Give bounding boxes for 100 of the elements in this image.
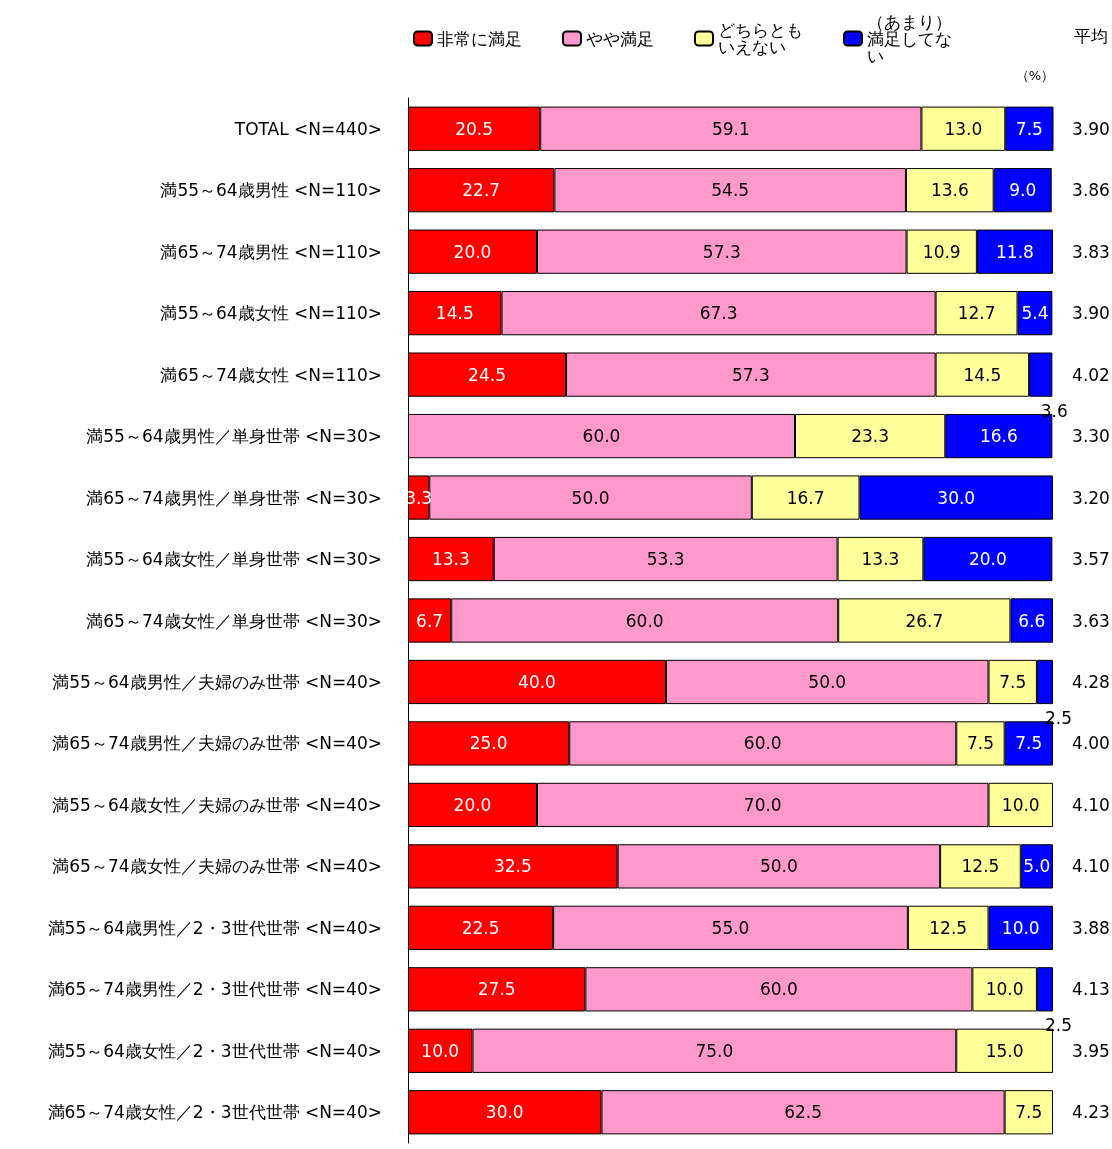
data-label: 26.7 — [905, 610, 944, 631]
data-label: 50.0 — [759, 856, 798, 877]
data-label: 7.5 — [966, 733, 994, 754]
data-label: 20.0 — [453, 241, 492, 262]
data-label: 10.9 — [922, 241, 961, 262]
data-label: 20.5 — [455, 118, 494, 139]
y-tick-label: 満65～74歳男性／単身世帯 <N=30> — [86, 487, 382, 508]
data-label: 3.6 — [1040, 400, 1068, 421]
legend-label: どちらともいえない — [718, 20, 803, 57]
data-label: 55.0 — [711, 917, 750, 938]
data-label: 7.5 — [1015, 1102, 1043, 1123]
data-label: 54.5 — [711, 180, 750, 201]
data-label: 60.0 — [582, 426, 621, 447]
data-label: 22.7 — [462, 180, 501, 201]
y-tick-label: 満65～74歳女性／単身世帯 <N=30> — [86, 610, 382, 631]
y-tick-label: 満55～64歳男性／2・3世代世帯 <N=40> — [47, 917, 382, 938]
data-label: 6.6 — [1018, 610, 1046, 631]
y-tick-label: 満55～64歳男性／夫婦のみ世帯 <N=40> — [52, 671, 382, 692]
text: 3.86 — [1072, 180, 1110, 201]
text: 3.30 — [1072, 426, 1110, 447]
y-tick-label: 満65～74歳女性 <N=110> — [160, 364, 382, 385]
data-label: 10.0 — [985, 979, 1024, 1000]
data-label: 13.3 — [431, 549, 470, 570]
data-label: 16.7 — [786, 487, 825, 508]
data-label: 5.0 — [1023, 856, 1051, 877]
data-label: 6.7 — [416, 610, 444, 631]
text: （%） — [1015, 67, 1055, 83]
text: 平均 — [1074, 26, 1108, 46]
data-label: 5.4 — [1021, 303, 1049, 324]
data-label: 32.5 — [493, 856, 532, 877]
text: 4.00 — [1072, 733, 1110, 754]
data-label: 14.5 — [435, 303, 474, 324]
text: 3.90 — [1072, 303, 1110, 324]
legend-label: 非常に満足 — [437, 28, 522, 49]
data-label: 12.5 — [929, 917, 968, 938]
text: 3.88 — [1072, 917, 1110, 938]
data-label: 50.0 — [571, 487, 610, 508]
data-label: 59.1 — [711, 118, 750, 139]
data-label: 53.3 — [646, 549, 685, 570]
data-label: 57.3 — [702, 241, 741, 262]
data-label: 50.0 — [808, 671, 847, 692]
data-label: 12.7 — [957, 303, 996, 324]
text: 3.90 — [1072, 118, 1110, 139]
data-label: 16.6 — [979, 426, 1018, 447]
data-label: 75.0 — [695, 1040, 734, 1061]
data-label: 7.5 — [1015, 733, 1043, 754]
y-tick-label: 満55～64歳女性 <N=110> — [160, 303, 382, 324]
data-label: 24.5 — [468, 364, 506, 385]
legend-label: （あまり）満足してない — [867, 11, 952, 66]
y-tick-label: 満55～64歳女性／単身世帯 <N=30> — [86, 549, 382, 570]
data-label: 60.0 — [743, 733, 782, 754]
data-label: 13.0 — [944, 118, 983, 139]
data-label: 23.3 — [851, 426, 890, 447]
data-label: 10.0 — [1001, 794, 1040, 815]
data-label: 30.0 — [485, 1102, 524, 1123]
y-tick-label: TOTAL <N=440> — [233, 118, 382, 139]
data-label: 70.0 — [743, 794, 782, 815]
text: 3.63 — [1072, 610, 1110, 631]
text: 4.02 — [1072, 364, 1110, 385]
data-label: 13.3 — [861, 549, 900, 570]
text: 4.10 — [1072, 856, 1110, 877]
data-label: 7.5 — [1015, 118, 1043, 139]
data-label: 22.5 — [461, 917, 500, 938]
text: 3.57 — [1072, 549, 1110, 570]
text: 4.23 — [1072, 1102, 1110, 1123]
data-label: 25.0 — [469, 733, 508, 754]
y-tick-label: 満55～64歳女性／夫婦のみ世帯 <N=40> — [52, 794, 382, 815]
data-label: 60.0 — [625, 610, 664, 631]
text: 3.95 — [1072, 1040, 1110, 1061]
y-tick-label: 満55～64歳男性／単身世帯 <N=30> — [86, 426, 382, 447]
data-label: 12.5 — [961, 856, 1000, 877]
data-label: 67.3 — [699, 303, 738, 324]
y-tick-label: 満55～64歳女性／2・3世代世帯 <N=40> — [47, 1040, 382, 1061]
text: 4.28 — [1072, 671, 1110, 692]
data-label: 20.0 — [968, 549, 1007, 570]
y-tick-label: 満65～74歳男性／夫婦のみ世帯 <N=40> — [52, 733, 382, 754]
data-label: 30.0 — [937, 487, 976, 508]
y-tick-label: 満65～74歳女性／2・3世代世帯 <N=40> — [47, 1102, 382, 1123]
data-label: 11.8 — [996, 241, 1034, 262]
text: 3.20 — [1072, 487, 1110, 508]
data-label: 40.0 — [518, 671, 556, 692]
text: 4.10 — [1072, 794, 1110, 815]
y-tick-label: 満65～74歳男性／2・3世代世帯 <N=40> — [47, 979, 382, 1000]
data-label: 62.5 — [784, 1102, 822, 1123]
y-tick-label: 満55～64歳男性 <N=110> — [160, 180, 382, 201]
text: 4.13 — [1072, 979, 1110, 1000]
data-label: 27.5 — [477, 979, 516, 1000]
data-label: 9.0 — [1009, 180, 1037, 201]
text: 3.83 — [1072, 241, 1110, 262]
data-label: 2.5 — [1044, 707, 1072, 728]
data-label: 10.0 — [421, 1040, 460, 1061]
data-label: 14.5 — [963, 364, 1002, 385]
y-tick-label: 満65～74歳女性／夫婦のみ世帯 <N=40> — [52, 856, 382, 877]
data-label: 57.3 — [731, 364, 770, 385]
data-label: 2.5 — [1044, 1015, 1072, 1036]
data-label: 20.0 — [453, 794, 492, 815]
data-label: 13.6 — [930, 180, 969, 201]
legend-label: やや満足 — [586, 28, 654, 49]
data-label: 15.0 — [985, 1040, 1024, 1061]
y-tick-label: 満65～74歳男性 <N=110> — [160, 241, 382, 262]
